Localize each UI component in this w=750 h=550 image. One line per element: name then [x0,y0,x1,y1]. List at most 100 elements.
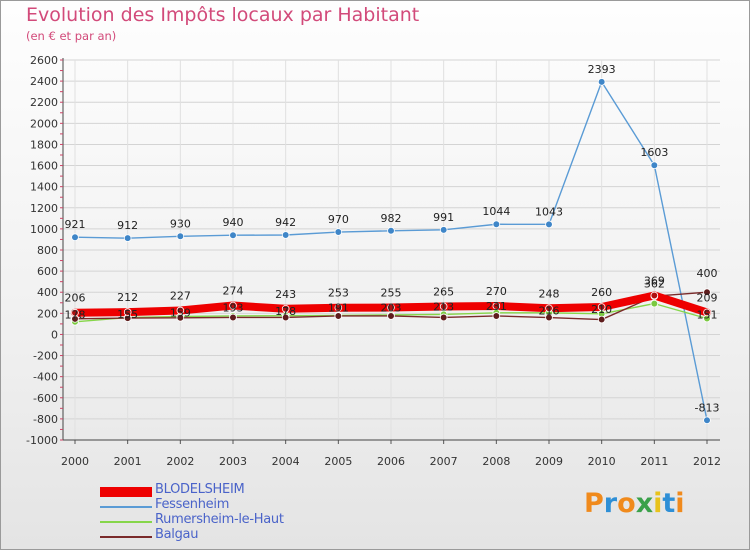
series-point-fessenheim [176,232,185,241]
legend-item-fessenheim: Fessenheim [100,497,400,514]
y-tick-label: 800 [37,244,58,257]
series-point-blodelsheim [597,303,606,311]
series-point-fessenheim [281,231,290,239]
series-point-balgau [334,312,343,320]
legend-swatch [100,536,152,538]
data-label-fessenheim: 930 [170,217,191,230]
data-label-overlap: 151 [697,308,718,321]
legend-label: Fessenheim [155,497,230,512]
series-point-fessenheim [597,78,606,86]
data-label-overlap: 362 [644,277,665,290]
series-point-blodelsheim [492,302,501,310]
y-tick-label: 1600 [30,160,58,173]
data-label-overlap: 231 [486,300,507,313]
data-label-blodelsheim: 243 [275,288,296,301]
data-label-fessenheim: 912 [117,219,138,232]
data-label-overlap: 400 [697,267,718,280]
x-tick-label: 2000 [61,455,89,468]
data-label-fessenheim: 942 [275,216,296,229]
data-label-overlap: 159 [170,306,191,319]
data-label-blodelsheim: 274 [223,285,244,298]
chart-title: Evolution des Impôts locaux par Habitant [26,4,420,26]
series-point-balgau [545,313,553,322]
series-point-blodelsheim [703,308,711,317]
y-tick-label: -400 [33,371,58,384]
series-point-fessenheim [492,220,501,229]
y-tick-label: 600 [37,265,58,278]
y-tick-label: 1000 [30,223,58,236]
y-tick-label: 2400 [30,75,58,88]
series-point-balgau [492,312,501,320]
data-label-fessenheim: 982 [381,212,402,225]
data-label-fessenheim: 2393 [588,63,616,76]
series-point-fessenheim [703,416,711,425]
legend-label: BLODELSHEIM [155,482,245,497]
data-label-fessenheim: 991 [433,211,454,224]
data-label-overlap: 216 [539,304,560,317]
y-tick-label: 400 [37,286,58,299]
y-tick-label: -200 [33,350,58,363]
data-label-overlap: 155 [117,308,138,321]
x-tick-label: 2010 [588,455,616,468]
series-point-balgau [387,312,395,320]
x-tick-label: 2004 [272,455,300,468]
data-label-fessenheim: -813 [695,401,720,414]
y-tick-label: -1000 [26,434,58,447]
series-point-blodelsheim [650,291,659,300]
y-tick-label: 2000 [30,117,58,130]
y-tick-label: 2600 [30,54,58,67]
data-label-blodelsheim: 253 [328,287,349,300]
y-tick-label: 1800 [30,138,58,151]
series-point-blodelsheim [281,304,290,313]
data-label-blodelsheim: 369 [644,274,665,287]
series-point-fessenheim [71,233,79,242]
series-point-blodelsheim [387,303,395,312]
y-tick-label: 1400 [30,181,58,194]
series-point-balgau [281,313,290,322]
data-label-blodelsheim: 212 [117,291,138,304]
series-point-blodelsheim [334,303,343,312]
logo-letter: i [653,488,663,519]
data-label-overlap: 178 [65,309,86,322]
logo-letter: P [584,488,604,519]
y-tick-label: 2200 [30,96,58,109]
data-label-fessenheim: 1044 [482,205,510,218]
x-tick-label: 2011 [640,455,668,468]
x-tick-label: 2007 [430,455,458,468]
logo-letter: o [617,488,636,519]
series-point-blodelsheim [71,308,79,317]
y-tick-label: 1200 [30,202,58,215]
logo-letter: i [675,488,685,519]
data-label-blodelsheim: 209 [697,291,718,304]
x-tick-label: 2001 [114,455,142,468]
legend-swatch [100,506,152,508]
series-point-balgau [703,288,711,297]
data-label-overlap: 193 [223,302,244,315]
x-tick-label: 2002 [166,455,194,468]
series-point-blodelsheim [229,301,237,310]
data-label-overlap: 210 [591,303,612,316]
legend-swatch [100,521,152,523]
series-point-fessenheim [334,228,343,236]
x-tick-label: 2005 [324,455,352,468]
legend-swatch [100,487,152,497]
series-point-fessenheim [650,161,659,170]
data-label-fessenheim: 1043 [535,205,563,218]
x-tick-label: 2009 [535,455,563,468]
data-label-blodelsheim: 206 [65,292,86,305]
series-point-balgau [439,313,448,322]
data-label-overlap: 203 [381,302,402,315]
series-point-fessenheim [229,231,237,240]
data-label-overlap: 213 [433,300,454,313]
legend-item-rumersheim: Rumersheim-le-Haut [100,512,400,529]
series-point-fessenheim [545,220,553,229]
data-label-fessenheim: 970 [328,213,349,226]
x-tick-label: 2012 [693,455,721,468]
series-point-blodelsheim [123,308,132,316]
data-label-blodelsheim: 265 [433,285,454,298]
series-point-fessenheim [387,226,395,235]
series-point-blodelsheim [176,306,185,315]
x-tick-label: 2006 [377,455,405,468]
series-point-balgau [229,313,237,322]
